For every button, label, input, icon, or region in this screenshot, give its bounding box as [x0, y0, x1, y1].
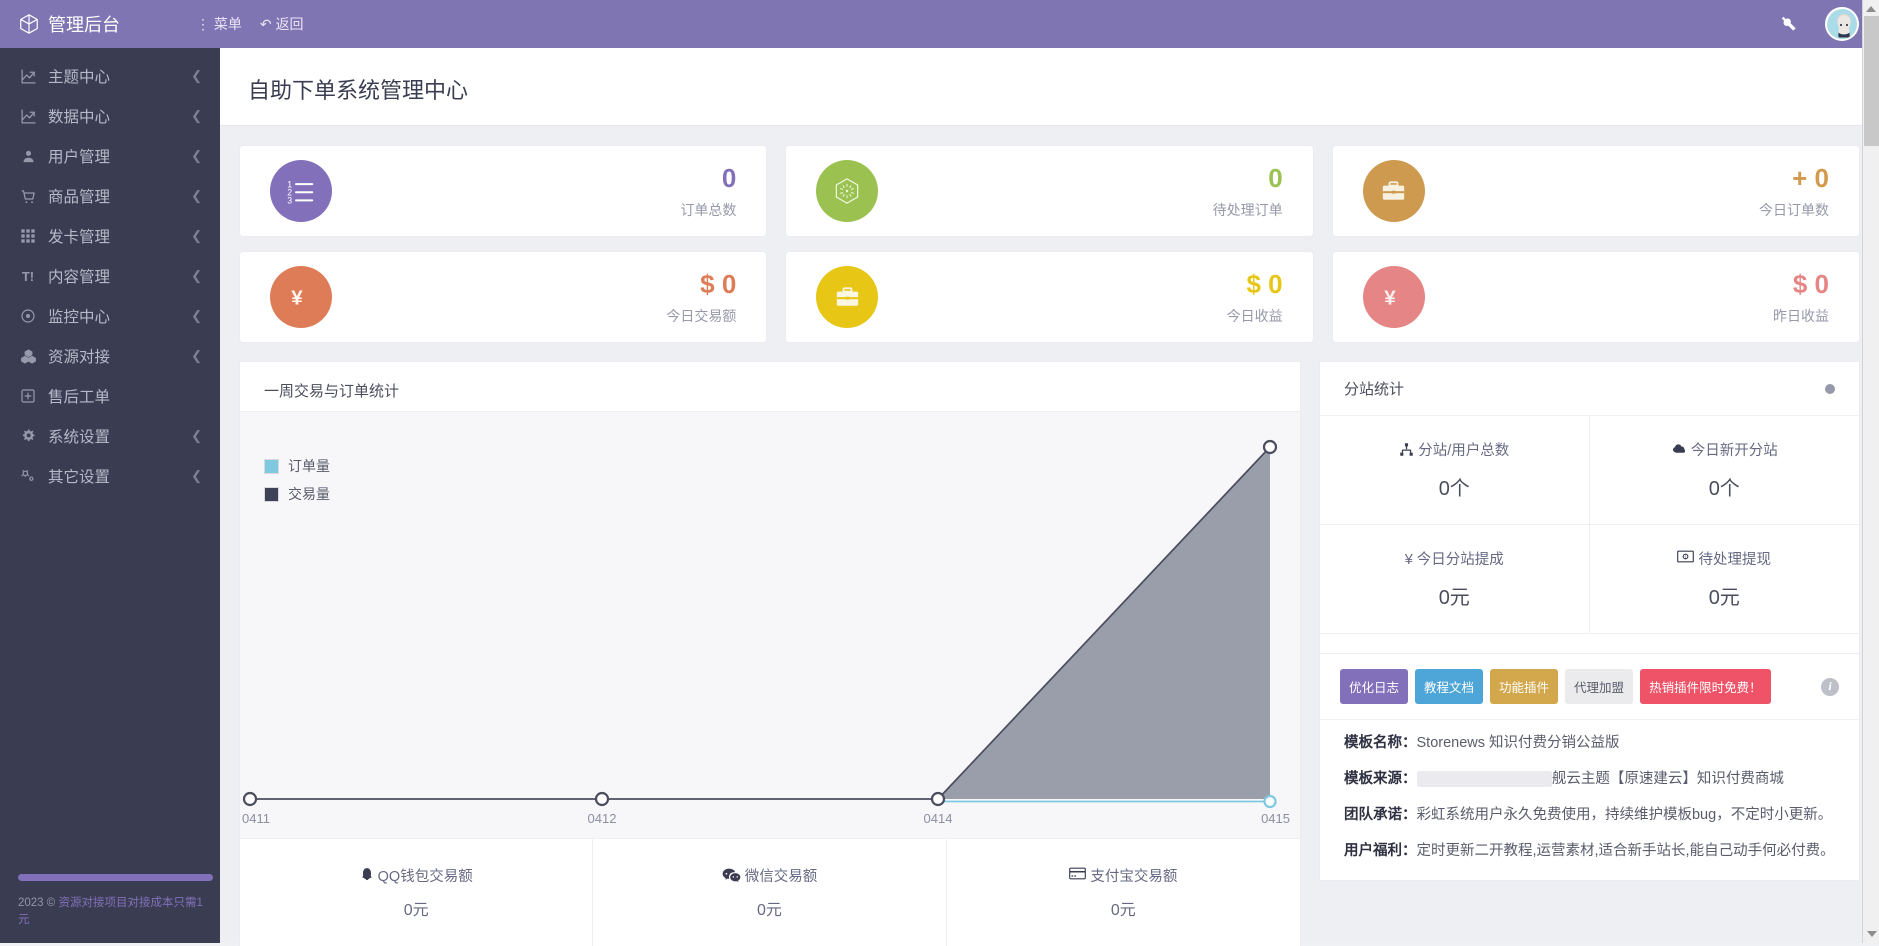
- svg-text:0412: 0412: [588, 811, 617, 826]
- svg-text:0414: 0414: [924, 811, 953, 826]
- svg-text:0411: 0411: [242, 811, 270, 826]
- svg-text:¥: ¥: [1384, 287, 1396, 310]
- svg-text:3: 3: [287, 196, 292, 206]
- svg-text:0415: 0415: [1261, 811, 1290, 826]
- svg-text:¥: ¥: [291, 287, 303, 310]
